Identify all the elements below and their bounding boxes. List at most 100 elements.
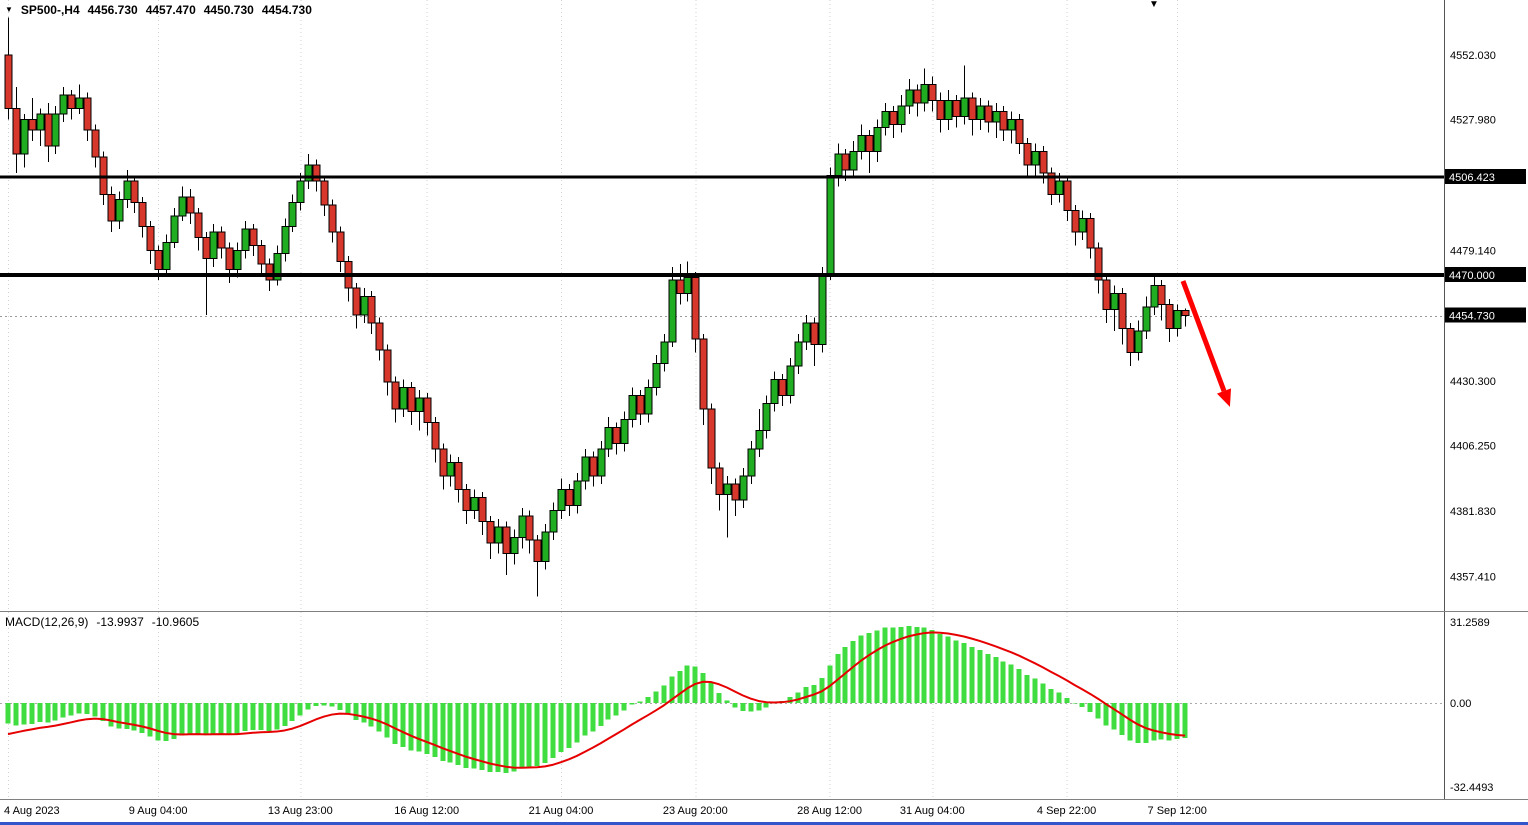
- time-axis-label: 16 Aug 12:00: [394, 805, 459, 817]
- candle-body: [352, 287, 361, 316]
- candle-body: [1015, 118, 1024, 144]
- symbol-dropdown-icon[interactable]: ▼: [5, 5, 13, 14]
- candle-body: [834, 153, 843, 177]
- macd-histogram-bar: [187, 703, 193, 734]
- macd-histogram-bar: [787, 697, 793, 703]
- candle-body: [992, 110, 1001, 123]
- candle-body: [683, 276, 692, 295]
- macd-histogram-bar: [116, 703, 122, 729]
- macd-histogram-bar: [463, 703, 469, 769]
- candle-body: [454, 461, 463, 490]
- macd-histogram-bar: [266, 703, 272, 732]
- candle-body: [960, 97, 969, 118]
- macd-histogram-bar: [700, 673, 706, 703]
- candle-body: [723, 483, 732, 496]
- candle-body: [415, 397, 424, 413]
- macd-histogram-bar: [1111, 703, 1117, 730]
- candle-body: [178, 196, 187, 217]
- symbol-info-bar: ▼ SP500-,H4 4456.730 4457.470 4450.730 4…: [5, 3, 312, 17]
- candle-body: [423, 397, 432, 423]
- macd-histogram-bar: [21, 703, 27, 725]
- candle-body: [115, 199, 124, 222]
- candle-body: [668, 279, 677, 343]
- macd-histogram-bar: [621, 703, 627, 711]
- candle-body: [446, 461, 455, 477]
- candle-body: [233, 250, 242, 270]
- candle-body: [557, 488, 566, 512]
- macd-histogram-bar: [195, 703, 201, 734]
- candle-body: [383, 349, 392, 383]
- level-price-badge-bg: [1445, 169, 1526, 185]
- macd-histogram-bar: [29, 703, 35, 724]
- macd-histogram-bar: [131, 703, 137, 731]
- candle-body: [857, 134, 866, 152]
- level-price-badge-bg: [1445, 266, 1526, 282]
- macd-histogram-bar: [1119, 703, 1125, 735]
- macd-histogram-bar: [353, 703, 359, 721]
- symbol-timeframe-label: SP500-,H4: [20, 3, 80, 17]
- macd-histogram-bar: [929, 629, 935, 703]
- candle-body: [67, 94, 76, 110]
- candle-body: [770, 378, 779, 404]
- candle-body: [1118, 293, 1127, 329]
- candle-body: [510, 537, 519, 555]
- candle-body: [620, 419, 629, 445]
- macd-histogram-bar: [1008, 664, 1014, 703]
- candle-body: [486, 520, 495, 544]
- trend-arrow-shaft[interactable]: [1180, 280, 1227, 392]
- candle-body: [257, 244, 266, 265]
- candle-body: [952, 100, 961, 118]
- macd-histogram-bar: [921, 627, 927, 703]
- macd-histogram-bar: [684, 665, 690, 703]
- price-axis-label: 4430.300: [1450, 376, 1496, 388]
- macd-histogram-bar: [1072, 703, 1078, 704]
- macd-histogram-bar: [250, 703, 256, 730]
- macd-histogram-bar: [226, 703, 232, 735]
- macd-histogram-bar: [866, 633, 872, 703]
- candle-body: [478, 496, 487, 522]
- trend-arrow-head[interactable]: [1216, 388, 1232, 407]
- time-axis-label: 9 Aug 04:00: [129, 805, 188, 817]
- macd-histogram-bar: [574, 703, 580, 743]
- macd-histogram-bar: [708, 683, 714, 703]
- macd-histogram-bar: [503, 703, 509, 773]
- candle-body: [44, 113, 53, 147]
- macd-histogram-bar: [329, 703, 335, 707]
- macd-histogram-bar: [566, 703, 572, 748]
- macd-histogram-bar: [542, 703, 548, 763]
- time-axis-label: 13 Aug 23:00: [268, 805, 333, 817]
- candle-body: [367, 295, 376, 324]
- candle-body: [802, 322, 811, 343]
- macd-histogram-bar: [1048, 689, 1054, 703]
- macd-histogram-bar: [898, 626, 904, 703]
- macd-histogram-bar: [961, 642, 967, 703]
- macd-histogram-bar: [906, 625, 912, 703]
- macd-indicator-info: MACD(12,26,9) -13.9937 -10.9605: [5, 615, 199, 629]
- candle-body: [225, 247, 234, 270]
- price-axis-label: 4479.140: [1450, 245, 1496, 257]
- candle-body: [936, 100, 945, 120]
- macd-histogram-bar: [740, 703, 746, 711]
- macd-histogram-bar: [1158, 703, 1164, 740]
- candle-body: [75, 97, 84, 110]
- candle-body: [375, 322, 384, 351]
- scroll-to-end-icon[interactable]: ▼: [1149, 0, 1159, 10]
- candle-body: [470, 496, 479, 512]
- candle-body: [1134, 330, 1143, 354]
- time-axis-label: 4 Sep 22:00: [1037, 805, 1096, 817]
- macd-histogram-bar: [147, 703, 153, 737]
- macd-histogram-bar: [60, 703, 66, 718]
- macd-histogram-bar: [313, 703, 319, 707]
- price-axis-label: 4357.410: [1450, 572, 1496, 584]
- macd-histogram-bar: [1182, 703, 1188, 739]
- macd-histogram-bar: [993, 657, 999, 703]
- candle-body: [20, 118, 29, 155]
- macd-histogram-bar: [669, 676, 675, 703]
- macd-histogram-bar: [716, 693, 722, 703]
- macd-histogram-bar: [100, 703, 106, 721]
- macd-histogram-bar: [1087, 703, 1093, 713]
- candle-body: [1181, 309, 1190, 317]
- candle-body: [786, 365, 795, 396]
- macd-histogram-bar: [155, 703, 161, 741]
